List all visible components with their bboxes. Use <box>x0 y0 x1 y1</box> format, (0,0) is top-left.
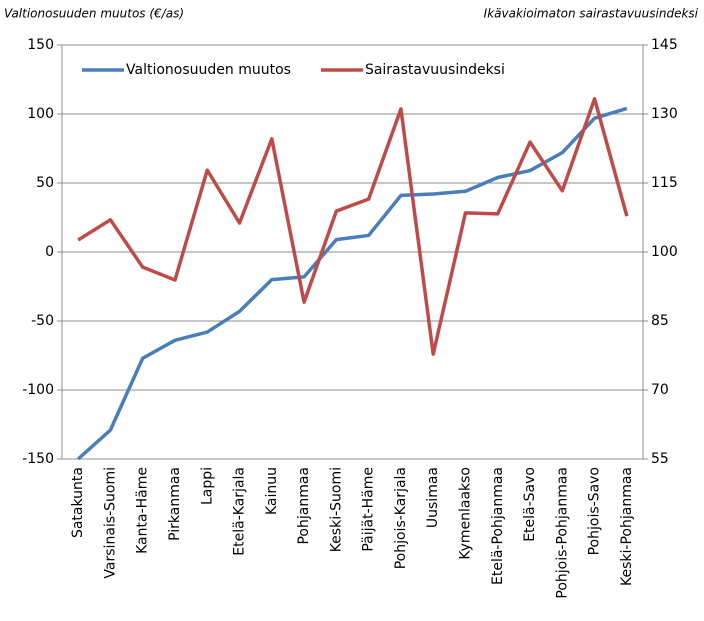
y2-axis-title: Ikävakioimaton sairastavuusindeksi <box>484 7 699 21</box>
x-tick-label: Pirkanmaa <box>167 467 183 541</box>
y-tick-label: 100 <box>27 106 54 122</box>
x-tick-label: Kymenlaakso <box>457 467 473 560</box>
y-axis-title: Valtionosuuden muutos (€/as) <box>4 7 184 21</box>
line-series <box>77 97 629 356</box>
x-tick-label: Etelä-Karjala <box>232 467 248 556</box>
y-tick-label: 0 <box>45 244 54 260</box>
x-tick-label: Keski-Pohjanmaa <box>619 467 635 586</box>
x-tick-label: Etelä-Pohjanmaa <box>490 467 506 585</box>
x-tick-label: Varsinais-Suomi <box>102 467 118 579</box>
y-tick-label: -100 <box>22 382 54 398</box>
y-tick-label: -150 <box>22 451 54 467</box>
y-tick-label: 150 <box>27 37 54 53</box>
x-tick-label: Keski-Suomi <box>328 467 344 552</box>
x-tick-label: Uusimaa <box>425 467 441 528</box>
y2-tick-label: 130 <box>651 106 678 122</box>
x-tick-label: Pohjanmaa <box>296 467 312 545</box>
x-tick-label: Kanta-Häme <box>135 467 151 554</box>
legend-label: Sairastavuusindeksi <box>365 62 505 78</box>
y2-tick-label: 85 <box>651 313 669 329</box>
y2-tick-label: 100 <box>651 244 678 260</box>
x-tick-label: Pohjois-Karjala <box>393 467 409 569</box>
line-series <box>76 106 628 461</box>
x-tick-label: Lappi <box>199 467 215 505</box>
legend-label: Valtionosuuden muutos <box>126 62 291 78</box>
x-tick-label: Pohjois-Pohjanmaa <box>554 467 570 599</box>
y2-tick-label: 115 <box>651 175 678 191</box>
y2-tick-label: 55 <box>651 451 669 467</box>
x-tick-label: Satakunta <box>70 467 86 538</box>
x-tick-label: Päijät-Häme <box>361 467 377 552</box>
x-tick-label: Etelä-Savo <box>522 467 538 542</box>
x-tick-label: Kainuu <box>264 467 280 515</box>
y2-tick-label: 70 <box>651 382 669 398</box>
y2-tick-label: 145 <box>651 37 678 53</box>
y-tick-label: -50 <box>31 313 54 329</box>
x-tick-label: Pohjois-Savo <box>587 467 603 555</box>
y-tick-label: 50 <box>36 175 54 191</box>
